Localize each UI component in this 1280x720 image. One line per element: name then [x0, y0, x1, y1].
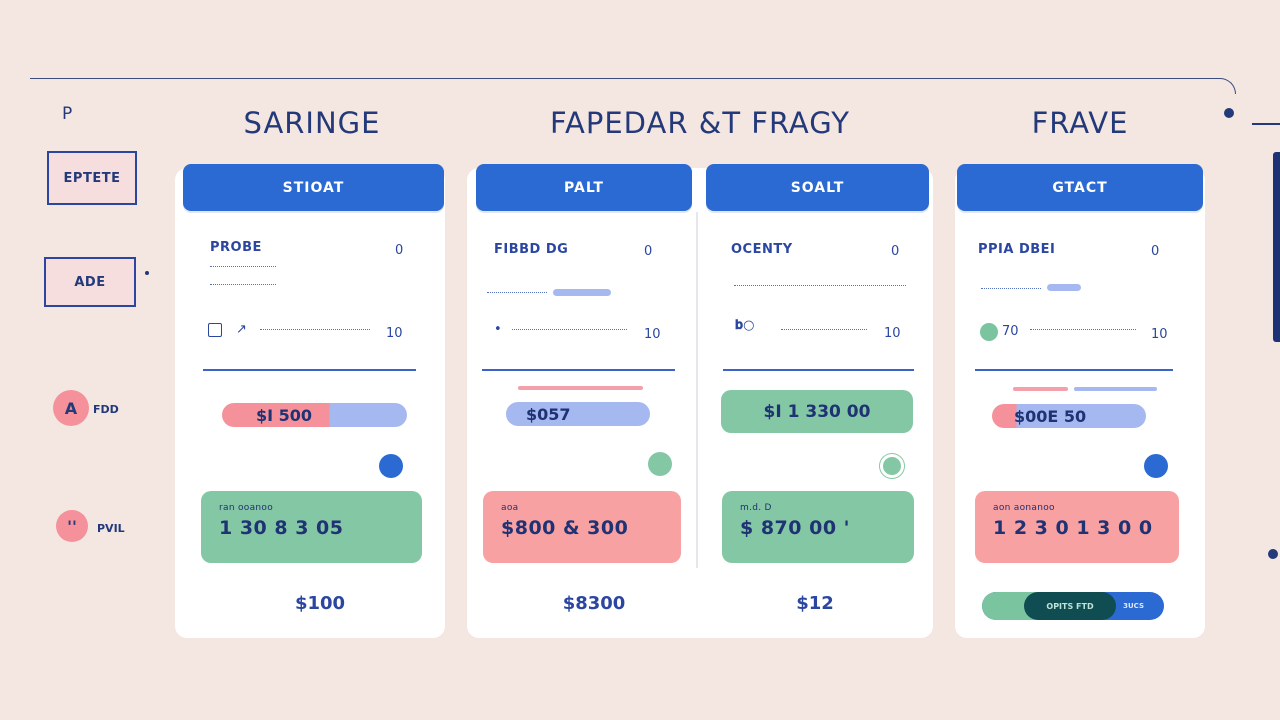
card-4-pill[interactable]: $00E 50: [992, 404, 1146, 428]
card-1-row-value: 10: [386, 326, 403, 341]
card-2-block[interactable]: aoa $800 & 300: [483, 491, 681, 563]
rail-mini-dot: [145, 271, 149, 275]
card-1-block-value: 1 30 8 3 05: [219, 517, 344, 539]
card-2-divider: [482, 369, 675, 371]
card-1-dotline-2: [210, 284, 276, 285]
card-4-row-dotline: [1030, 329, 1136, 330]
nav-dot-icon[interactable]: [1224, 108, 1234, 118]
card-3-divider: [723, 369, 914, 371]
card-2-pill[interactable]: $057: [506, 402, 650, 426]
card-1-action-dot-icon[interactable]: [379, 454, 403, 478]
panel-3: [955, 168, 1205, 638]
card-2-title: FIBBD DG: [494, 242, 569, 257]
rail-button-1[interactable]: EPTETE: [47, 151, 137, 205]
rail-item-2-icon[interactable]: '': [56, 510, 88, 542]
card-3-block[interactable]: m.d. D $ 870 00 ': [722, 491, 914, 563]
nav-dot-bottom-icon[interactable]: [1268, 549, 1278, 559]
card-4-thin-bar-2: [1074, 387, 1157, 391]
card-2-row-value: 10: [644, 327, 661, 342]
card-3-lock-icon[interactable]: 𝐛○: [735, 318, 755, 333]
card-4-count: 0: [1151, 244, 1160, 259]
card-4-dotline-1: [981, 288, 1041, 289]
card-2-dotline-1: [487, 292, 547, 293]
card-2-price: $8300: [562, 593, 626, 614]
card-2-action-dot-icon[interactable]: [648, 452, 672, 476]
column-heading-2: FAPEDAR &T FRAGY: [550, 106, 850, 140]
rail-button-2[interactable]: ADE: [44, 257, 136, 307]
card-4-row-value: 10: [1151, 327, 1168, 342]
panel-2-separator: [696, 212, 698, 568]
card-4-status-dot-icon: [980, 323, 998, 341]
card-3-row-dotline: [781, 329, 867, 330]
card-3-chip[interactable]: $I 1 330 00: [721, 390, 913, 433]
card-2-fill-line: [553, 289, 611, 296]
column-heading-1: SARINGE: [243, 106, 381, 140]
card-1-divider: [203, 369, 416, 371]
card-3-row-value: 10: [884, 326, 901, 341]
card-1-dotline-1: [210, 266, 276, 267]
top-rule: [30, 78, 1210, 79]
card-4-title: PPIA DBEI: [978, 242, 1056, 257]
card-3-price: $12: [796, 593, 834, 614]
card-1-grid-icon[interactable]: [208, 323, 222, 337]
card-2-thin-bar: [518, 386, 643, 390]
card-3-action-dot-icon[interactable]: [880, 454, 904, 478]
card-2-count: 0: [644, 244, 653, 259]
card-1-block-caption: ran ooanoo: [219, 503, 274, 513]
card-4-divider: [975, 369, 1173, 371]
card-2-block-caption: aoa: [501, 503, 519, 513]
card-1-count: 0: [395, 243, 404, 258]
rail-item-1-label[interactable]: FDD: [93, 403, 119, 416]
rail-item-1-icon[interactable]: A: [53, 390, 89, 426]
card-4-fill-line: [1047, 284, 1081, 291]
card-3-block-value: $ 870 00 ': [740, 517, 850, 539]
card-1-block[interactable]: ran ooanoo 1 30 8 3 05: [201, 491, 422, 563]
card-1-tag-icon[interactable]: ↗: [236, 322, 247, 337]
card-2-block-value: $800 & 300: [501, 517, 629, 539]
card-4-header[interactable]: GTACT: [957, 164, 1203, 211]
card-4-action-dot-icon[interactable]: [1144, 454, 1168, 478]
card-3-header[interactable]: SOALT: [706, 164, 929, 211]
card-1-title: PROBE: [210, 240, 262, 255]
card-3-block-caption: m.d. D: [740, 503, 772, 513]
card-3-title: OCENTY: [731, 242, 793, 257]
card-1-price: $100: [294, 593, 346, 614]
card-3-count: 0: [891, 244, 900, 259]
card-4-block[interactable]: aon aonanoo 1 2 3 0 1 3 0 0: [975, 491, 1179, 563]
nav-dash-icon[interactable]: [1252, 123, 1280, 125]
card-2-row-dotline: [512, 329, 627, 330]
rail-item-2-label[interactable]: PVIL: [97, 522, 125, 535]
column-heading-3: FRAVE: [1031, 106, 1129, 140]
card-1-header[interactable]: STIOAT: [183, 164, 444, 211]
card-1-row-dotline: [260, 329, 370, 330]
card-4-thin-bar-1: [1013, 387, 1068, 391]
card-3-dotline-1: [734, 285, 906, 286]
card-4-block-value: 1 2 3 0 1 3 0 0: [993, 517, 1153, 539]
card-2-header[interactable]: PALT: [476, 164, 692, 211]
top-rule-curve: [1190, 78, 1236, 94]
edge-scroll-bar[interactable]: [1273, 152, 1280, 342]
rail-top-letter: P: [62, 104, 73, 124]
card-4-segmented-control[interactable]: OPITS FTD 3UCS: [982, 592, 1164, 620]
card-4-block-caption: aon aonanoo: [993, 503, 1055, 513]
card-1-pill[interactable]: $I 500: [222, 403, 407, 427]
segment-tail-label[interactable]: 3UCS: [1123, 602, 1144, 610]
card-4-row-prefix: 70: [1002, 324, 1019, 339]
card-2-bullet-icon: •: [494, 322, 502, 337]
segment-active[interactable]: OPITS FTD: [1024, 592, 1116, 620]
